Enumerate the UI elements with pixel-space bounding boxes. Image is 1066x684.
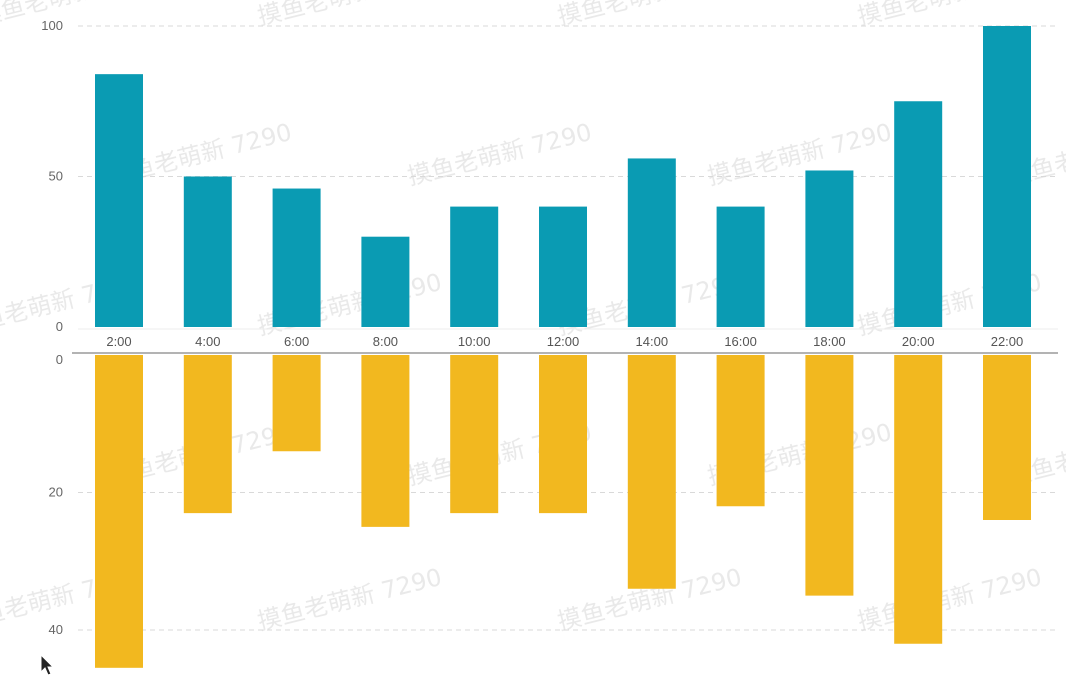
top-bar-10:00 — [450, 206, 499, 327]
bottom-bar-16:00 — [716, 355, 765, 507]
top-bar-8:00 — [361, 236, 410, 327]
x-tick-label: 10:00 — [458, 334, 491, 349]
x-tick-label: 4:00 — [195, 334, 220, 349]
bottom-bar-18:00 — [805, 355, 854, 596]
x-tick-label: 14:00 — [636, 334, 669, 349]
top-bar-12:00 — [539, 206, 587, 327]
top-bar-6:00 — [272, 188, 321, 327]
x-tick-label: 2:00 — [106, 334, 131, 349]
watermark-text: 摸鱼老萌新 7290 — [255, 563, 445, 636]
bottom-bar-10:00 — [450, 355, 499, 514]
watermark-text: 摸鱼老萌新 7290 — [855, 563, 1045, 636]
x-tick-label: 20:00 — [902, 334, 935, 349]
bottom-y-tick-label: 40 — [49, 622, 63, 637]
x-tick-label: 6:00 — [284, 334, 309, 349]
bottom-bar-22:00 — [983, 355, 1031, 520]
top-bar-4:00 — [183, 176, 232, 327]
x-tick-label: 16:00 — [724, 334, 757, 349]
top-y-tick-label: 50 — [49, 169, 63, 184]
x-tick-label: 8:00 — [373, 334, 398, 349]
bottom-y-tick-label: 20 — [49, 485, 63, 500]
top-y-tick-label: 100 — [41, 18, 63, 33]
top-bar-22:00 — [983, 26, 1031, 327]
bottom-bar-12:00 — [539, 355, 587, 514]
watermark-text: 摸鱼老萌新 7290 — [705, 118, 895, 191]
bottom-bar-20:00 — [894, 355, 943, 644]
top-bar-2:00 — [95, 74, 143, 327]
bottom-bar-14:00 — [627, 355, 676, 589]
bottom-bar-2:00 — [95, 355, 143, 668]
bottom-bar-6:00 — [272, 355, 321, 452]
top-y-tick-label: 0 — [56, 319, 63, 334]
x-tick-label: 22:00 — [991, 334, 1024, 349]
watermark-text: 摸鱼老萌新 7290 — [405, 118, 595, 191]
top-bar-20:00 — [894, 101, 943, 327]
mouse-cursor-icon — [40, 653, 55, 676]
top-bar-16:00 — [716, 206, 765, 327]
top-bar-14:00 — [627, 158, 676, 327]
top-bar-18:00 — [805, 170, 854, 327]
x-tick-label: 12:00 — [547, 334, 580, 349]
bottom-bar-4:00 — [183, 355, 232, 514]
bottom-bar-8:00 — [361, 355, 410, 527]
x-tick-label: 18:00 — [813, 334, 846, 349]
bottom-y-tick-label: 0 — [56, 352, 63, 367]
